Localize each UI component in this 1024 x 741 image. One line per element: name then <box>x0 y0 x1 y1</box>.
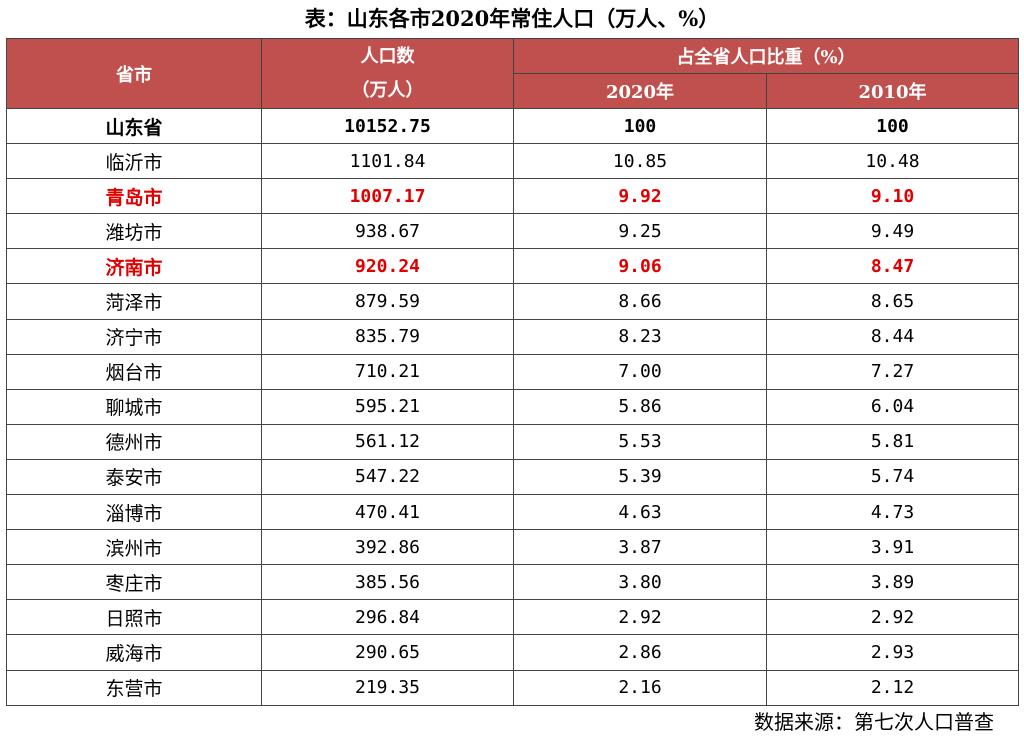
cell-city: 潍坊市 <box>6 213 262 250</box>
cell-share-2020: 5.39 <box>513 458 767 496</box>
cell-population: 879.59 <box>261 283 514 320</box>
table-row: 枣庄市 385.56 3.80 3.89 <box>6 564 1020 601</box>
cell-population: 1101.84 <box>261 143 514 180</box>
table-title: 表：山东各市2020年常住人口（万人、%） <box>304 6 720 31</box>
cell-share-2020: 7.00 <box>513 353 767 390</box>
cell-share-2020: 5.86 <box>513 388 767 425</box>
table-header: 省市 人口数 （万人） 占全省人口比重（%） 2020年 2010年 <box>6 38 1020 109</box>
cell-population: 1007.17 <box>261 178 514 215</box>
cell-population: 835.79 <box>261 318 514 355</box>
table-row: 聊城市 595.21 5.86 6.04 <box>6 388 1020 425</box>
table-row: 山东省 10152.75 100 100 <box>6 107 1020 145</box>
cell-share-2010: 5.81 <box>765 423 1020 460</box>
header-population-line2: （万人） <box>351 79 424 101</box>
cell-share-2010: 8.65 <box>765 283 1020 320</box>
cell-population: 547.22 <box>261 458 514 496</box>
cell-city: 泰安市 <box>6 458 262 496</box>
table-row: 济南市 920.24 9.06 8.47 <box>6 248 1020 285</box>
cell-share-2010: 9.49 <box>765 213 1020 250</box>
cell-share-2020: 5.53 <box>513 423 767 460</box>
table-row: 菏泽市 879.59 8.66 8.65 <box>6 283 1020 320</box>
cell-city: 东营市 <box>6 669 262 706</box>
cell-share-2010: 8.47 <box>765 248 1020 285</box>
cell-share-2010: 3.91 <box>765 529 1020 566</box>
table-body: 山东省 10152.75 100 100 临沂市 1101.84 10.85 10.48 青岛市… <box>6 107 1020 706</box>
table-row: 临沂市 1101.84 10.85 10.48 <box>6 143 1020 180</box>
table-row: 滨州市 392.86 3.87 3.91 <box>6 529 1020 566</box>
cell-city: 济宁市 <box>6 318 262 355</box>
cell-population: 296.84 <box>261 599 514 636</box>
cell-population: 470.41 <box>261 494 514 531</box>
cell-population: 595.21 <box>261 388 514 425</box>
cell-city: 淄博市 <box>6 494 262 531</box>
cell-share-2010: 100 <box>765 107 1020 145</box>
cell-share-2020: 8.66 <box>513 283 767 320</box>
cell-city: 山东省 <box>6 107 262 145</box>
cell-population: 920.24 <box>261 248 514 285</box>
cell-population: 385.56 <box>261 564 514 601</box>
table-row: 淄博市 470.41 4.63 4.73 <box>6 494 1020 531</box>
cell-share-2010: 4.73 <box>765 494 1020 531</box>
cell-share-2010: 2.92 <box>765 599 1020 636</box>
population-table: 省市 人口数 （万人） 占全省人口比重（%） 2020年 2010年 山东省 10… <box>6 38 1020 706</box>
cell-population: 290.65 <box>261 634 514 671</box>
cell-city: 菏泽市 <box>6 283 262 320</box>
cell-city: 滨州市 <box>6 529 262 566</box>
cell-share-2020: 9.06 <box>513 248 767 285</box>
table-row: 德州市 561.12 5.53 5.81 <box>6 423 1020 460</box>
table-row: 济宁市 835.79 8.23 8.44 <box>6 318 1020 355</box>
table-row: 日照市 296.84 2.92 2.92 <box>6 599 1020 636</box>
cell-city: 日照市 <box>6 599 262 636</box>
cell-population: 392.86 <box>261 529 514 566</box>
cell-share-2020: 100 <box>513 107 767 145</box>
cell-share-2010: 2.93 <box>765 634 1020 671</box>
table-row: 青岛市 1007.17 9.92 9.10 <box>6 178 1020 215</box>
header-2010: 2010年 <box>765 73 1020 109</box>
cell-share-2010: 6.04 <box>765 388 1020 425</box>
header-population-line1: 人口数 <box>360 45 415 67</box>
header-population: 人口数 （万人） <box>261 38 514 109</box>
cell-population: 938.67 <box>261 213 514 250</box>
cell-share-2020: 3.80 <box>513 564 767 601</box>
header-2020: 2020年 <box>513 73 767 109</box>
table-row: 烟台市 710.21 7.00 7.27 <box>6 353 1020 390</box>
cell-share-2020: 2.92 <box>513 599 767 636</box>
cell-city: 威海市 <box>6 634 262 671</box>
cell-share-2010: 3.89 <box>765 564 1020 601</box>
cell-share-2020: 10.85 <box>513 143 767 180</box>
cell-share-2010: 5.74 <box>765 458 1020 496</box>
cell-population: 710.21 <box>261 353 514 390</box>
header-share: 占全省人口比重（%） <box>512 38 1020 74</box>
cell-city: 临沂市 <box>6 143 262 180</box>
cell-share-2020: 4.63 <box>513 494 767 531</box>
cell-share-2020: 3.87 <box>513 529 767 566</box>
table-row: 威海市 290.65 2.86 2.93 <box>6 634 1020 671</box>
cell-share-2010: 8.44 <box>765 318 1020 355</box>
cell-share-2020: 8.23 <box>513 318 767 355</box>
cell-share-2020: 2.16 <box>513 669 767 706</box>
cell-share-2010: 2.12 <box>765 669 1020 706</box>
cell-population: 561.12 <box>261 423 514 460</box>
cell-share-2020: 9.92 <box>513 178 767 215</box>
table-row: 潍坊市 938.67 9.25 9.49 <box>6 213 1020 250</box>
table-row: 泰安市 547.22 5.39 5.74 <box>6 458 1020 496</box>
cell-city: 青岛市 <box>6 178 262 215</box>
header-city: 省市 <box>6 38 262 109</box>
cell-share-2010: 7.27 <box>765 353 1020 390</box>
cell-share-2010: 9.10 <box>765 178 1020 215</box>
cell-share-2020: 2.86 <box>513 634 767 671</box>
cell-city: 枣庄市 <box>6 564 262 601</box>
cell-population: 10152.75 <box>261 107 514 145</box>
cell-city: 烟台市 <box>6 353 262 390</box>
cell-share-2020: 9.25 <box>513 213 767 250</box>
table-row: 东营市 219.35 2.16 2.12 <box>6 669 1020 706</box>
data-source: 数据来源：第七次人口普查 <box>754 710 994 734</box>
cell-city: 聊城市 <box>6 388 262 425</box>
cell-city: 德州市 <box>6 423 262 460</box>
cell-population: 219.35 <box>261 669 514 706</box>
cell-share-2010: 10.48 <box>765 143 1020 180</box>
cell-city: 济南市 <box>6 248 262 285</box>
